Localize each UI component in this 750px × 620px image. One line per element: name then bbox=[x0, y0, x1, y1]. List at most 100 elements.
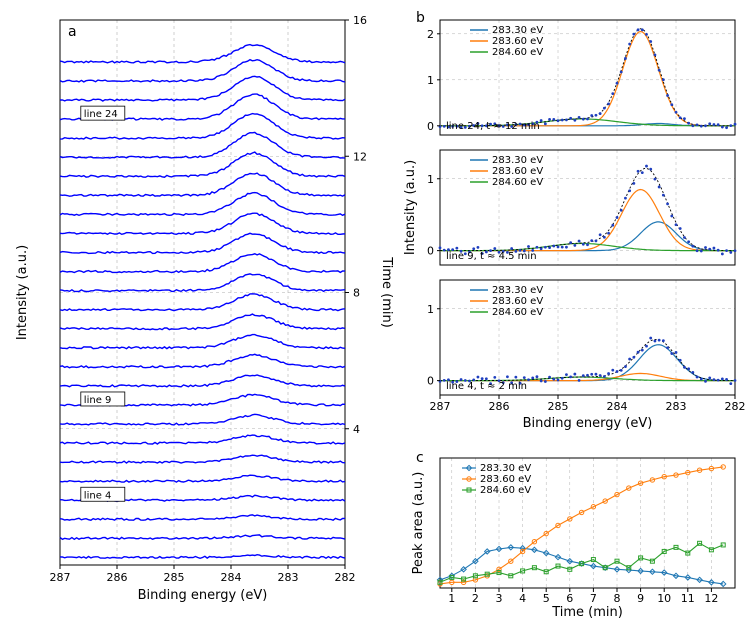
data-marker bbox=[721, 126, 724, 129]
data-marker bbox=[582, 374, 585, 377]
data-marker bbox=[717, 379, 720, 382]
data-marker bbox=[725, 126, 728, 129]
legend-item: 283.60 eV bbox=[492, 296, 543, 307]
data-marker bbox=[637, 170, 640, 173]
data-marker bbox=[544, 246, 547, 249]
data-marker bbox=[586, 374, 589, 377]
data-marker bbox=[696, 123, 699, 126]
data-marker bbox=[713, 378, 716, 381]
data-marker bbox=[540, 119, 543, 122]
xtick: 284 bbox=[221, 571, 242, 584]
data-marker bbox=[578, 379, 581, 382]
y-axis-label: Peak area (a.u.) bbox=[411, 472, 426, 575]
data-marker bbox=[645, 33, 648, 36]
data-marker bbox=[654, 53, 657, 56]
data-marker bbox=[611, 224, 614, 227]
xtick: 283 bbox=[666, 400, 687, 413]
data-marker bbox=[645, 345, 648, 348]
data-marker bbox=[481, 377, 484, 380]
figure-svg: line 4line 9line 24282283284285286287Bin… bbox=[0, 0, 750, 620]
waterfall-line bbox=[60, 60, 345, 82]
x-axis-label: Binding energy (eV) bbox=[523, 416, 653, 431]
data-marker bbox=[573, 244, 576, 247]
line-label: line 24 bbox=[84, 109, 118, 120]
waterfall-line bbox=[60, 555, 345, 559]
legend-item: 284.60 eV bbox=[492, 307, 543, 318]
data-marker bbox=[713, 123, 716, 126]
data-marker bbox=[595, 114, 598, 117]
data-marker bbox=[582, 118, 585, 121]
data-marker bbox=[477, 246, 480, 249]
data-marker bbox=[603, 236, 606, 239]
data-marker bbox=[628, 358, 631, 361]
waterfall-line bbox=[60, 294, 345, 311]
data-marker bbox=[670, 215, 673, 218]
data-marker bbox=[573, 119, 576, 122]
fit-component bbox=[440, 190, 735, 251]
ytick-right: 12 bbox=[353, 150, 367, 163]
data-marker bbox=[670, 352, 673, 355]
data-marker bbox=[700, 125, 703, 128]
data-marker bbox=[565, 373, 568, 376]
panel-b: 012283.30 eV283.60 eV284.60 eVline 24, t… bbox=[403, 10, 746, 431]
xtick: 287 bbox=[50, 571, 71, 584]
legend-item: 283.60 eV bbox=[492, 36, 543, 47]
data-marker bbox=[578, 116, 581, 119]
data-marker bbox=[725, 378, 728, 381]
data-marker bbox=[734, 249, 737, 252]
ytick-right: 4 bbox=[353, 423, 360, 436]
waterfall-line bbox=[60, 535, 345, 539]
data-marker bbox=[565, 246, 568, 249]
data-marker bbox=[725, 249, 728, 252]
xtick: 12 bbox=[704, 592, 718, 605]
data-marker bbox=[632, 182, 635, 185]
data-marker bbox=[620, 369, 623, 372]
data-marker bbox=[620, 71, 623, 74]
data-marker bbox=[683, 236, 686, 239]
xtick: 285 bbox=[164, 571, 185, 584]
data-marker bbox=[666, 346, 669, 349]
panel-letter-a: a bbox=[68, 24, 77, 40]
y-axis-label: Intensity (a.u.) bbox=[403, 160, 418, 255]
fit-component bbox=[440, 32, 735, 126]
data-marker bbox=[514, 376, 517, 379]
data-marker bbox=[662, 339, 665, 342]
ytick-right: 8 bbox=[353, 287, 360, 300]
data-marker bbox=[548, 118, 551, 121]
data-marker bbox=[632, 33, 635, 36]
data-marker bbox=[687, 240, 690, 243]
data-marker bbox=[632, 356, 635, 359]
data-marker bbox=[628, 189, 631, 192]
data-marker bbox=[691, 245, 694, 248]
data-marker bbox=[713, 247, 716, 250]
data-marker bbox=[590, 114, 593, 117]
data-marker bbox=[565, 118, 568, 121]
data-marker bbox=[637, 28, 640, 31]
data-marker bbox=[675, 223, 678, 226]
data-marker bbox=[649, 40, 652, 43]
data-marker bbox=[527, 378, 530, 381]
legend-item: 284.60 eV bbox=[492, 177, 543, 188]
xtick: 9 bbox=[637, 592, 644, 605]
data-marker bbox=[552, 378, 555, 381]
data-marker bbox=[552, 118, 555, 121]
data-marker bbox=[641, 28, 644, 31]
legend-item: 283.30 eV bbox=[492, 25, 543, 36]
data-marker bbox=[687, 122, 690, 125]
data-marker bbox=[696, 249, 699, 252]
data-marker bbox=[603, 107, 606, 110]
fit-sum bbox=[440, 168, 735, 250]
data-marker bbox=[569, 375, 572, 378]
data-marker bbox=[675, 111, 678, 114]
data-marker bbox=[679, 227, 682, 230]
data-marker bbox=[700, 378, 703, 381]
y-left-label: Intensity (a.u.) bbox=[15, 245, 30, 340]
data-marker bbox=[729, 124, 732, 127]
data-marker bbox=[649, 337, 652, 340]
data-marker bbox=[666, 203, 669, 206]
data-marker bbox=[670, 103, 673, 106]
xtick: 7 bbox=[590, 592, 597, 605]
data-marker bbox=[691, 371, 694, 374]
data-marker bbox=[708, 377, 711, 380]
xtick: 285 bbox=[548, 400, 569, 413]
